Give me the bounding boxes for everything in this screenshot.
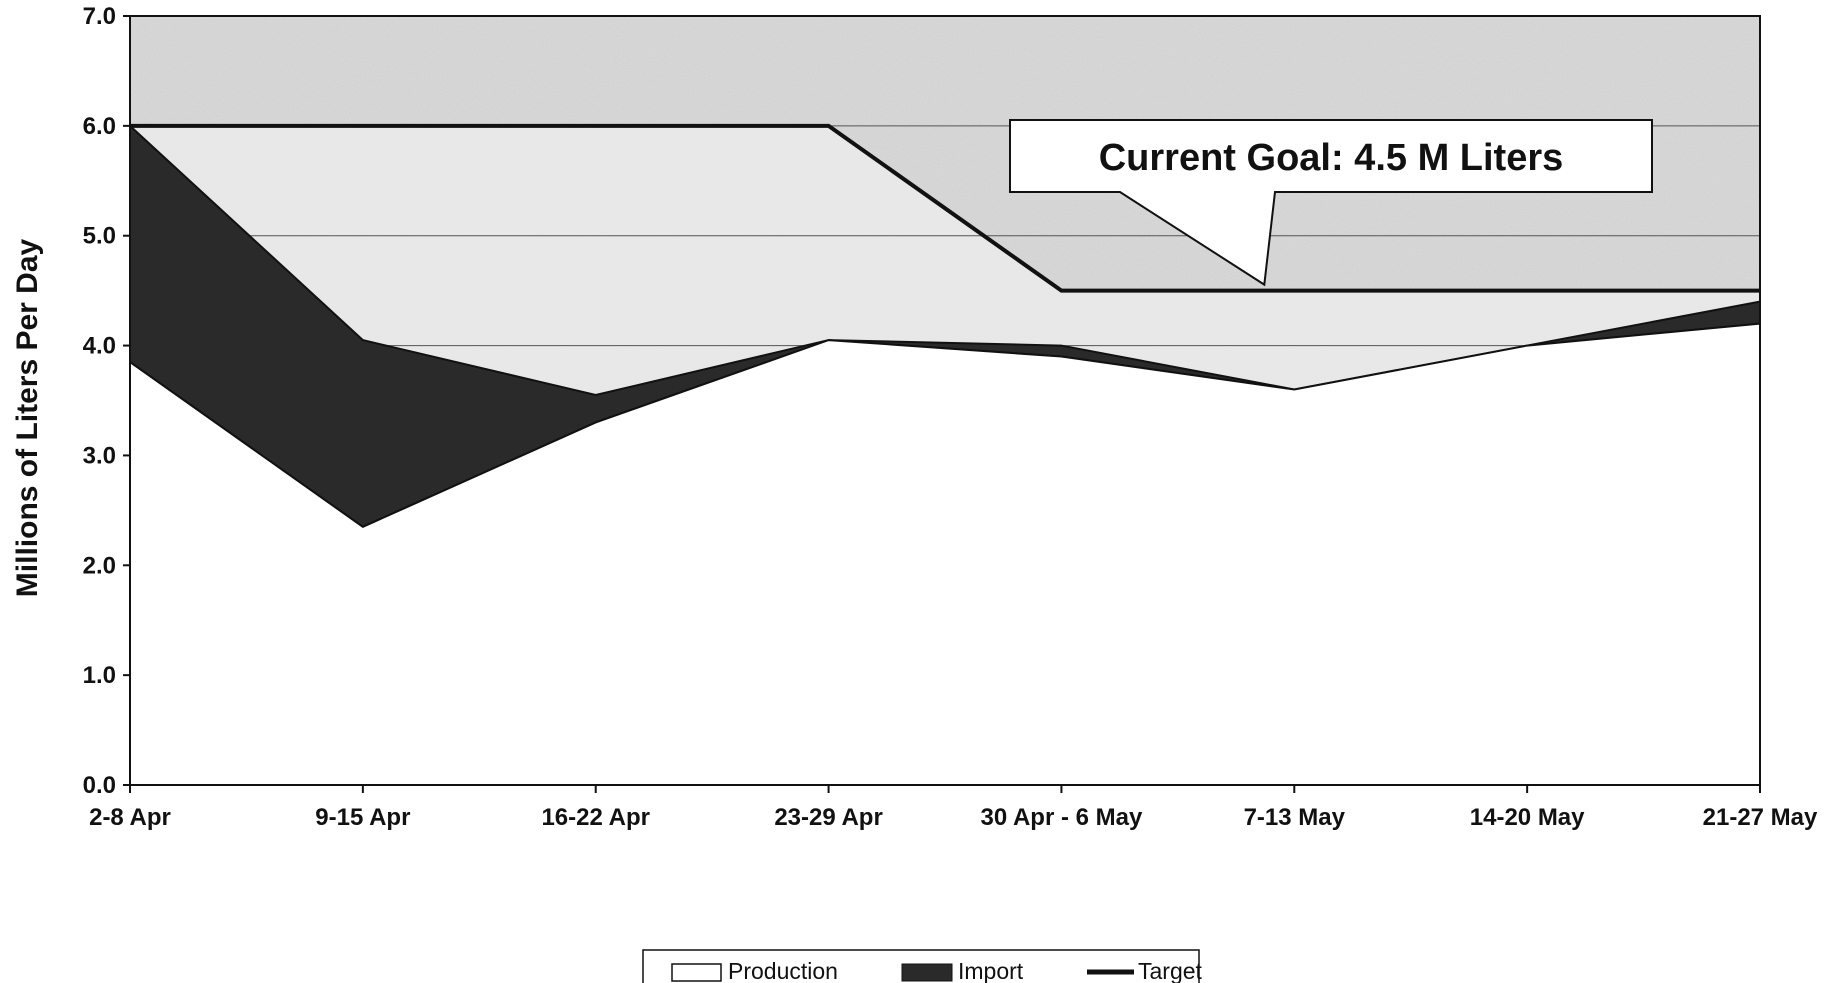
y-tick-label: 3.0 (83, 442, 116, 469)
target-gap-region (130, 125, 1760, 396)
legend-label-target: Target (1138, 958, 1203, 983)
target-line (130, 123, 1760, 293)
x-tick-label: 9-15 Apr (315, 804, 410, 831)
x-axis-tick-labels: 2-8 Apr 9-15 Apr 16-22 Apr 23-29 Apr 30 Apr … (89, 785, 1818, 831)
y-tick-label: 2.0 (83, 552, 116, 579)
target-series (130, 123, 1760, 293)
callout-text: Current Goal: 4.5 M Liters (1099, 137, 1564, 179)
legend-swatch-production (671, 963, 722, 982)
x-tick-label: 2-8 Apr (89, 804, 171, 831)
x-tick-label: 14-20 May (1470, 804, 1585, 831)
y-tick-label: 7.0 (83, 3, 116, 30)
y-axis-tick-labels: 0.0 1.0 2.0 3.0 4.0 5.0 6.0 7.0 (83, 3, 130, 799)
x-tick-label: 16-22 Apr (541, 804, 650, 831)
x-tick-label: 30 Apr - 6 May (981, 804, 1143, 831)
y-tick-label: 1.0 (83, 662, 116, 689)
y-tick-label: 5.0 (83, 223, 116, 250)
y-tick-label: 0.0 (83, 772, 116, 799)
y-axis-title: Millions of Liters Per Day (11, 238, 44, 597)
axes (129, 15, 1761, 786)
y-tick-label: 6.0 (83, 113, 116, 140)
x-tick-label: 21-27 May (1703, 804, 1818, 831)
y-tick-label: 4.0 (83, 333, 116, 360)
x-tick-label: 23-29 Apr (774, 804, 883, 831)
legend-label-production: Production (728, 958, 838, 983)
legend: Production Import Target (642, 949, 1203, 983)
callout-box (1009, 119, 1653, 287)
x-tick-label: 7-13 May (1244, 804, 1346, 831)
legend-swatch-import (901, 963, 953, 982)
legend-label-import: Import (958, 958, 1024, 983)
annotation-callout: Current Goal: 4.5 M Liters (1009, 119, 1653, 287)
